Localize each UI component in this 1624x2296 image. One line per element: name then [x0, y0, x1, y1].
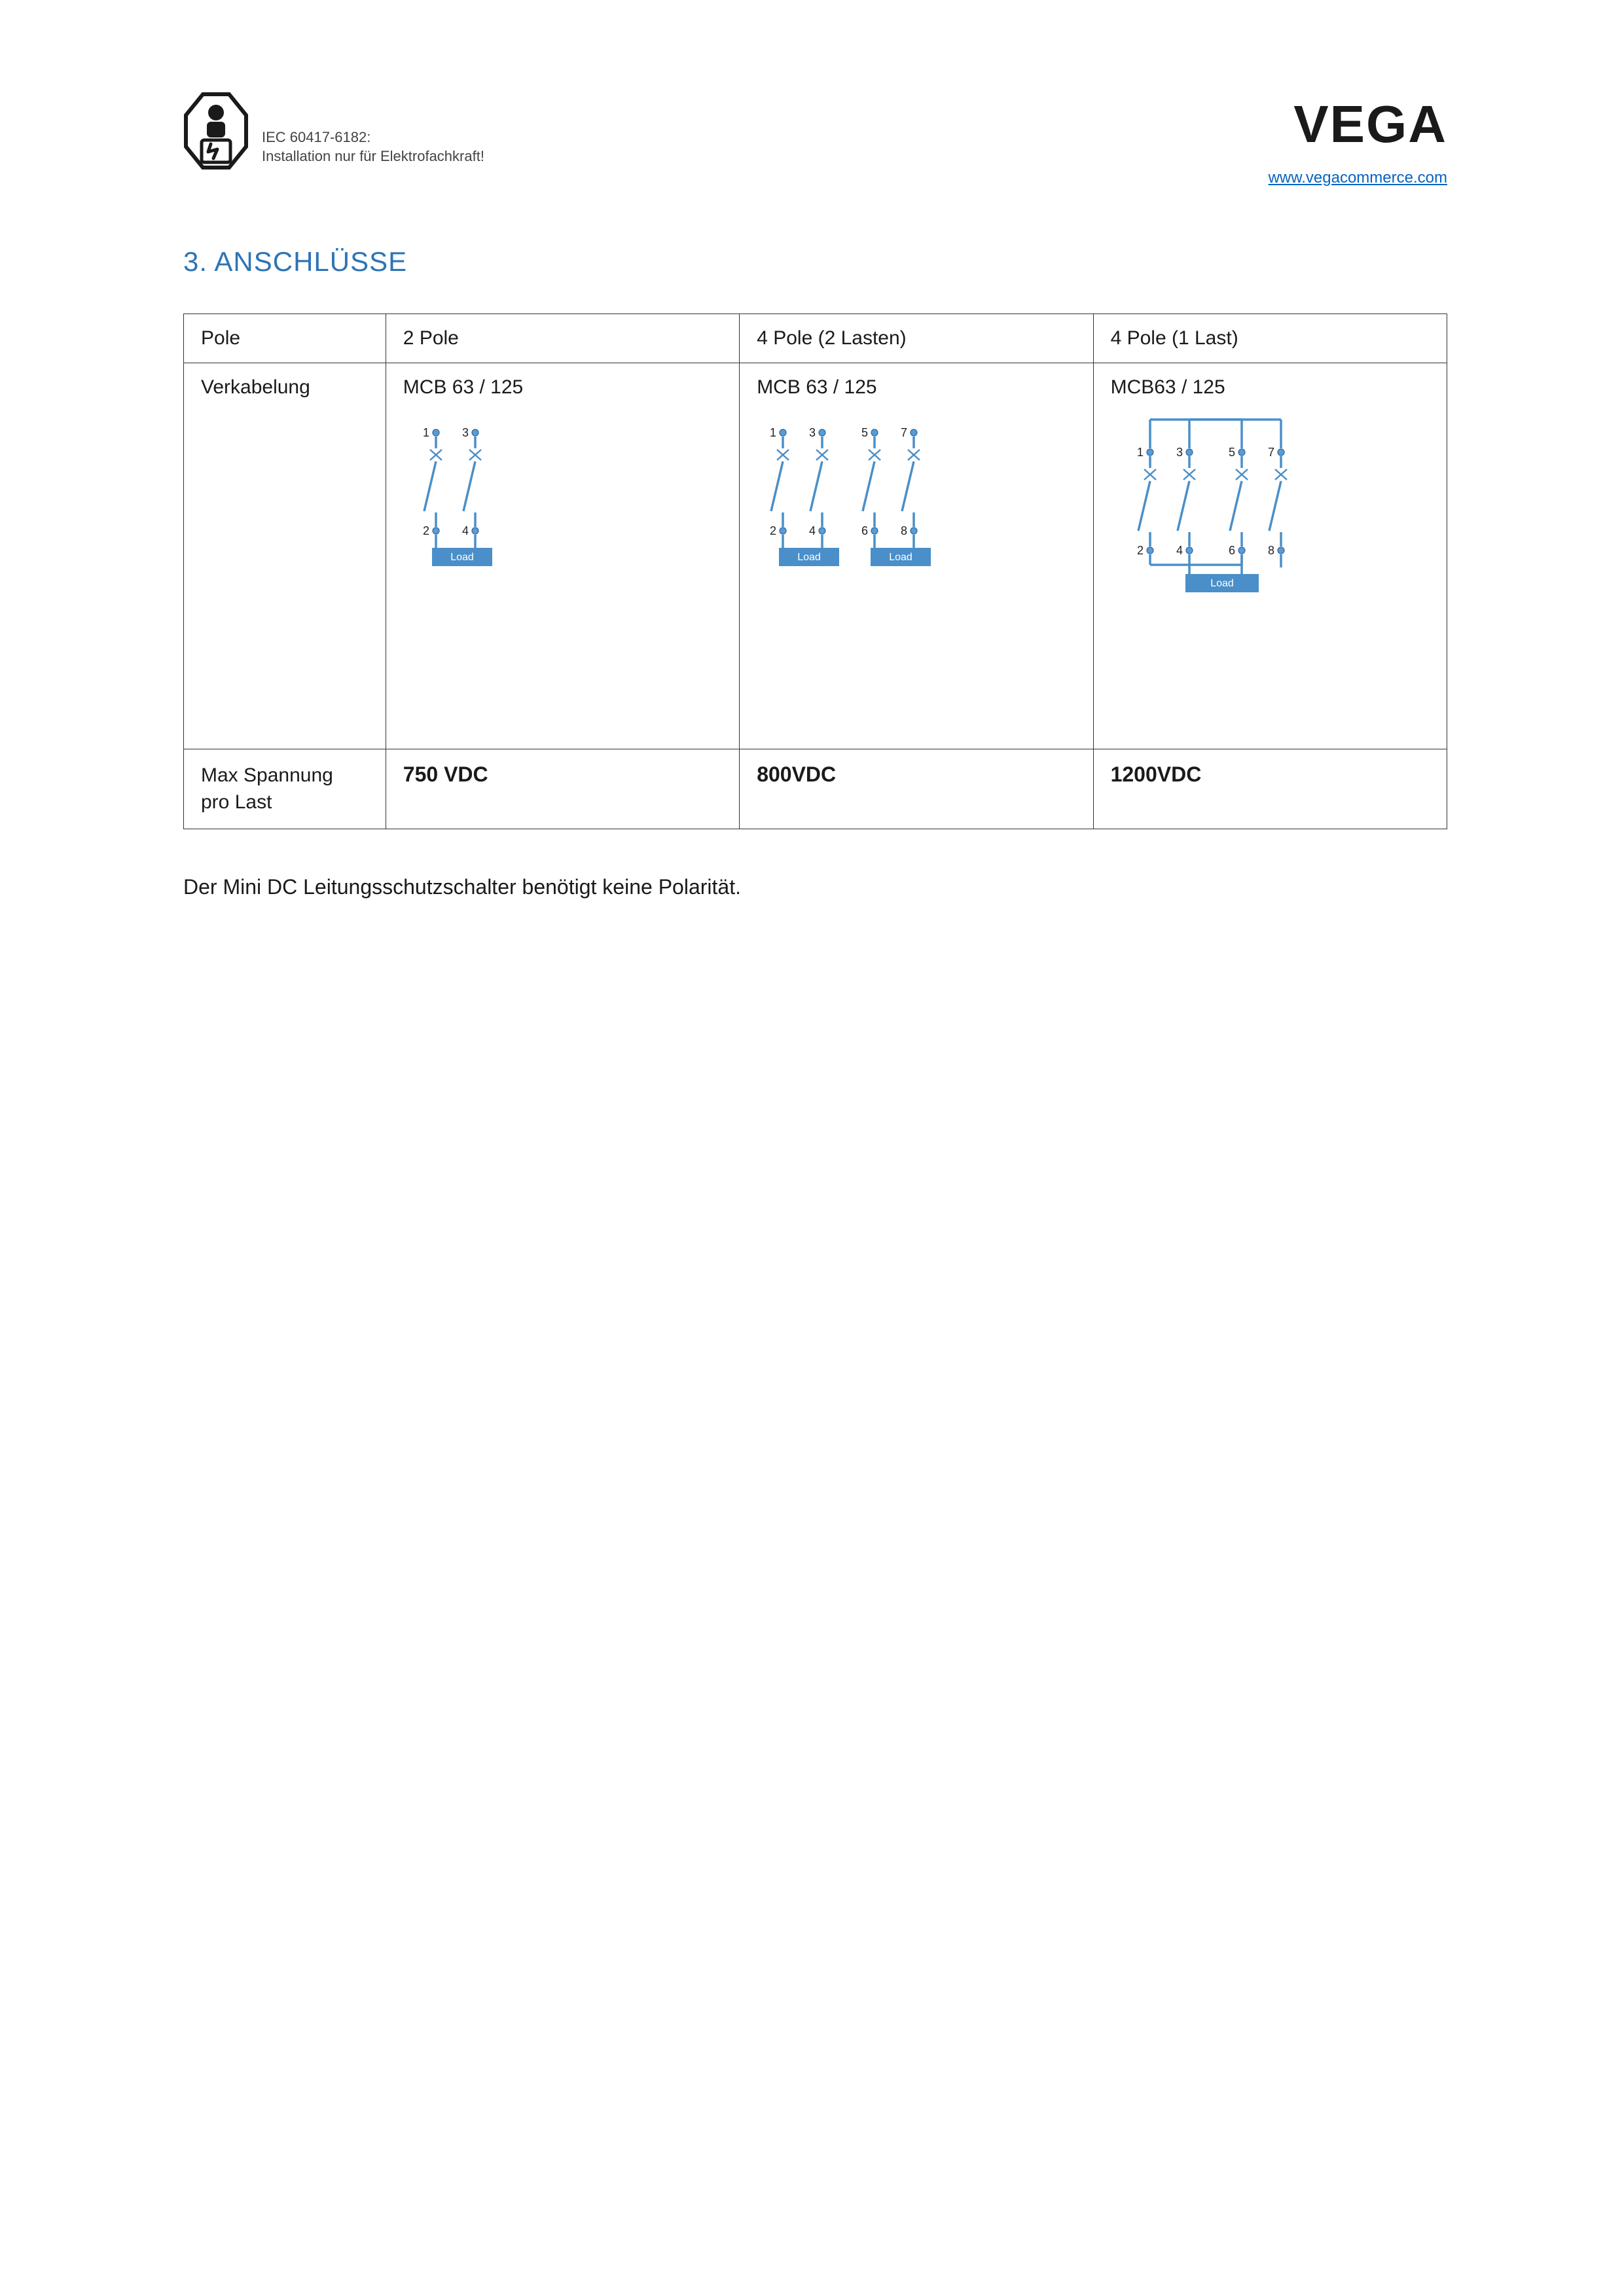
row-wiring: Verkabelung MCB 63 / 125 1 3 2 4 Load MCB 63… — [184, 363, 1447, 749]
svg-text:2: 2 — [423, 524, 429, 537]
mcb-label-4p1: MCB63 / 125 — [1111, 376, 1430, 399]
svg-text:6: 6 — [861, 524, 868, 537]
svg-text:Load: Load — [797, 552, 821, 563]
svg-text:4: 4 — [462, 524, 469, 537]
svg-text:4: 4 — [1176, 544, 1183, 557]
svg-text:3: 3 — [462, 426, 469, 439]
svg-text:1: 1 — [770, 426, 776, 439]
svg-text:8: 8 — [1268, 544, 1274, 557]
svg-text:8: 8 — [901, 524, 907, 537]
cell-pole-4p2: 4 Pole (2 Lasten) — [740, 314, 1093, 363]
svg-text:Load: Load — [450, 552, 474, 563]
row-voltage: Max Spannung pro Last 750 VDC 800VDC 120… — [184, 749, 1447, 829]
cell-pole-label: Pole — [184, 314, 386, 363]
mcb-label-2p: MCB 63 / 125 — [403, 376, 722, 399]
svg-text:2: 2 — [770, 524, 776, 537]
cell-pole-2p: 2 Pole — [386, 314, 739, 363]
cell-wiring-4p1: MCB63 / 125 1 3 5 7 2 4 6 8 Load — [1093, 363, 1447, 749]
svg-text:Load: Load — [889, 552, 912, 563]
svg-text:Load: Load — [1210, 578, 1234, 589]
svg-text:5: 5 — [861, 426, 868, 439]
svg-text:1: 1 — [423, 426, 429, 439]
svg-text:3: 3 — [1176, 446, 1183, 459]
section-title: 3. ANSCHLÜSSE — [183, 246, 1447, 278]
brand-logo: VEGA — [1269, 98, 1447, 151]
wiring-diagram-4pole-2load: 1 3 5 7 2 4 6 8 Load Load — [757, 413, 953, 583]
cell-wiring-4p2: MCB 63 / 125 1 3 5 7 2 4 6 8 Load Load — [740, 363, 1093, 749]
svg-text:2: 2 — [1137, 544, 1144, 557]
svg-text:7: 7 — [1268, 446, 1274, 459]
svg-text:4: 4 — [809, 524, 816, 537]
cell-wiring-label: Verkabelung — [184, 363, 386, 749]
svg-text:7: 7 — [901, 426, 907, 439]
page-header: IEC 60417-6182: Installation nur für Ele… — [183, 92, 1447, 187]
iec-line1: IEC 60417-6182: — [262, 128, 484, 147]
wiring-diagram-4pole-1load: 1 3 5 7 2 4 6 8 Load — [1111, 413, 1327, 609]
row-pole: Pole 2 Pole 4 Pole (2 Lasten) 4 Pole (1 … — [184, 314, 1447, 363]
wiring-diagram-2pole: 1 3 2 4 Load — [403, 413, 521, 583]
cell-wiring-2p: MCB 63 / 125 1 3 2 4 Load — [386, 363, 739, 749]
connections-table: Pole 2 Pole 4 Pole (2 Lasten) 4 Pole (1 … — [183, 314, 1447, 829]
cell-voltage-4p1: 1200VDC — [1093, 749, 1447, 829]
cell-voltage-4p2: 800VDC — [740, 749, 1093, 829]
electrician-icon — [183, 92, 249, 170]
svg-text:3: 3 — [809, 426, 816, 439]
cell-voltage-2p: 750 VDC — [386, 749, 739, 829]
iec-text: IEC 60417-6182: Installation nur für Ele… — [262, 128, 484, 170]
header-left: IEC 60417-6182: Installation nur für Ele… — [183, 92, 484, 170]
cell-pole-4p1: 4 Pole (1 Last) — [1093, 314, 1447, 363]
svg-text:5: 5 — [1229, 446, 1235, 459]
polarity-note: Der Mini DC Leitungsschutzschalter benöt… — [183, 875, 1447, 899]
svg-text:1: 1 — [1137, 446, 1144, 459]
iec-line2: Installation nur für Elektrofachkraft! — [262, 147, 484, 166]
svg-text:6: 6 — [1229, 544, 1235, 557]
mcb-label-4p2: MCB 63 / 125 — [757, 376, 1075, 399]
cell-voltage-label: Max Spannung pro Last — [184, 749, 386, 829]
header-right: VEGA www.vegacommerce.com — [1269, 92, 1447, 187]
brand-url-link[interactable]: www.vegacommerce.com — [1269, 169, 1447, 187]
